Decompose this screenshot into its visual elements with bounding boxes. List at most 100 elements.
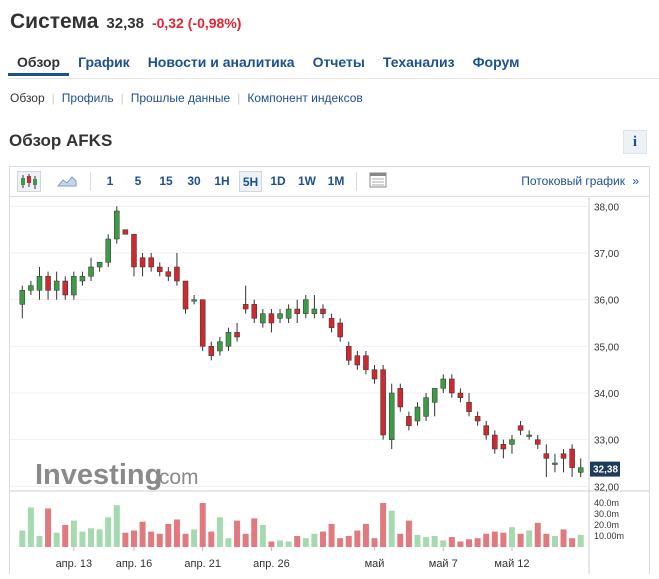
volume-bar — [569, 538, 576, 547]
candle-body — [526, 434, 532, 437]
candlestick-icon[interactable] — [17, 171, 41, 192]
price-change: -0,32 (-0,98%) — [152, 15, 242, 31]
x-tick-label: апр. 16 — [116, 558, 153, 570]
candle-body — [500, 444, 507, 450]
tab-overview[interactable]: Обзор — [8, 44, 70, 76]
area-chart-icon[interactable] — [55, 171, 79, 192]
candle-body — [217, 341, 223, 352]
volume-bar — [328, 523, 335, 547]
volume-bar — [285, 541, 292, 547]
price-tick-label: 35,00 — [594, 342, 619, 353]
candle-body — [483, 425, 489, 436]
streaming-chart-link[interactable]: Потоковый график » — [521, 174, 639, 188]
subnav-separator: | — [120, 91, 124, 105]
toolbar-separator — [356, 172, 357, 191]
chart-layout-icon[interactable] — [366, 171, 390, 192]
last-price: 32,38 — [106, 15, 144, 32]
price-tick-label: 34,00 — [594, 389, 619, 400]
candle-body — [492, 434, 498, 450]
volume-bar — [526, 530, 533, 547]
candle-body — [148, 257, 154, 268]
tab-reports[interactable]: Отчеты — [312, 54, 365, 70]
volume-tick-label: 10.00m — [594, 531, 624, 541]
period-1-button[interactable]: 1 — [106, 174, 114, 188]
volume-bar — [440, 540, 447, 547]
candle-body — [457, 392, 464, 398]
candle-body — [569, 448, 575, 468]
candle-body — [234, 332, 240, 338]
period-1w-button[interactable]: 1W — [298, 174, 316, 188]
candle-body — [157, 266, 163, 272]
chart-area[interactable]: 38,00 37,00 36,00 35,00 34,00 33,00 32,00 40.0m… — [9, 197, 650, 574]
volume-bar — [371, 538, 378, 547]
price-chart[interactable]: 38,00 37,00 36,00 35,00 34,00 33,00 32,00 40.0m… — [10, 197, 649, 574]
period-1d-button[interactable]: 1D — [270, 174, 286, 188]
candle-body — [53, 280, 60, 291]
tab-technical[interactable]: Теханализ — [382, 54, 455, 70]
candle-body — [79, 276, 86, 282]
candle-body — [431, 388, 438, 403]
subnav-profile[interactable]: Профиль — [61, 91, 114, 105]
price-tick-label: 33,00 — [594, 436, 619, 447]
volume-bar — [423, 537, 430, 547]
candle-body — [88, 266, 94, 277]
price-tick-label: 38,00 — [594, 202, 619, 213]
candle-body — [328, 318, 335, 328]
period-1m-button[interactable]: 1M — [327, 174, 345, 188]
volume-bar — [397, 533, 404, 547]
candle-body — [423, 397, 429, 417]
volume-bar — [414, 534, 421, 547]
volume-bar — [319, 531, 326, 547]
streaming-chart-label: Потоковый график — [521, 174, 625, 188]
toolbar-separator — [90, 172, 91, 191]
subnav-index-components[interactable]: Компонент индексов — [247, 91, 363, 105]
volume-bar — [130, 530, 137, 547]
candle-body — [28, 285, 34, 291]
last-price-tag: 32,38 — [593, 465, 618, 476]
tab-forum[interactable]: Форум — [472, 54, 520, 70]
candle-body — [225, 332, 232, 347]
candle-body — [285, 308, 292, 319]
volume-bar — [182, 533, 189, 547]
volume-bar — [294, 536, 301, 547]
volume-bar — [139, 521, 146, 547]
tab-news[interactable]: Новости и аналитика — [147, 54, 295, 70]
sub-navigation: Обзор | Профиль | Прошлые данные | Компо… — [10, 91, 363, 105]
volume-bar — [191, 529, 198, 547]
candle-body — [380, 369, 386, 436]
subnav-separator: | — [237, 91, 241, 105]
period-15-button[interactable]: 15 — [159, 174, 173, 188]
x-tick-label: май 12 — [494, 558, 529, 570]
info-icon[interactable]: i — [623, 130, 647, 154]
volume-bar — [491, 531, 498, 547]
volume-bar — [173, 519, 180, 547]
volume-bar — [268, 541, 275, 547]
volume-bar — [216, 517, 223, 547]
candle-body — [208, 346, 215, 356]
tab-chart[interactable]: График — [78, 54, 130, 70]
volume-bar — [457, 541, 464, 547]
period-5-button[interactable]: 5 — [134, 174, 142, 188]
volume-bar — [354, 530, 361, 547]
volume-bar — [362, 523, 369, 547]
period-1h-button[interactable]: 1H — [214, 174, 230, 188]
volume-bar — [53, 532, 60, 547]
period-30-button[interactable]: 30 — [187, 174, 201, 188]
watermark-suffix: .com — [153, 466, 199, 489]
volume-bar — [208, 531, 215, 547]
volume-bar — [543, 533, 550, 547]
candle-body — [62, 280, 68, 296]
candle-body — [320, 308, 326, 314]
candle-body — [45, 276, 51, 291]
chart-toolbar: 1 5 15 30 1H 5H 1D 1W 1M Потоковый графи… — [9, 166, 650, 197]
candle-body — [260, 313, 266, 324]
candle-body — [114, 210, 120, 240]
candle-body — [517, 425, 524, 431]
candle-body — [71, 276, 77, 296]
volume-bar — [277, 540, 284, 547]
subnav-historical-data[interactable]: Прошлые данные — [130, 91, 231, 105]
period-5h-button[interactable]: 5H — [239, 171, 262, 192]
subnav-overview[interactable]: Обзор — [10, 91, 45, 105]
candle-body — [535, 439, 541, 445]
subnav-separator: | — [51, 91, 55, 105]
